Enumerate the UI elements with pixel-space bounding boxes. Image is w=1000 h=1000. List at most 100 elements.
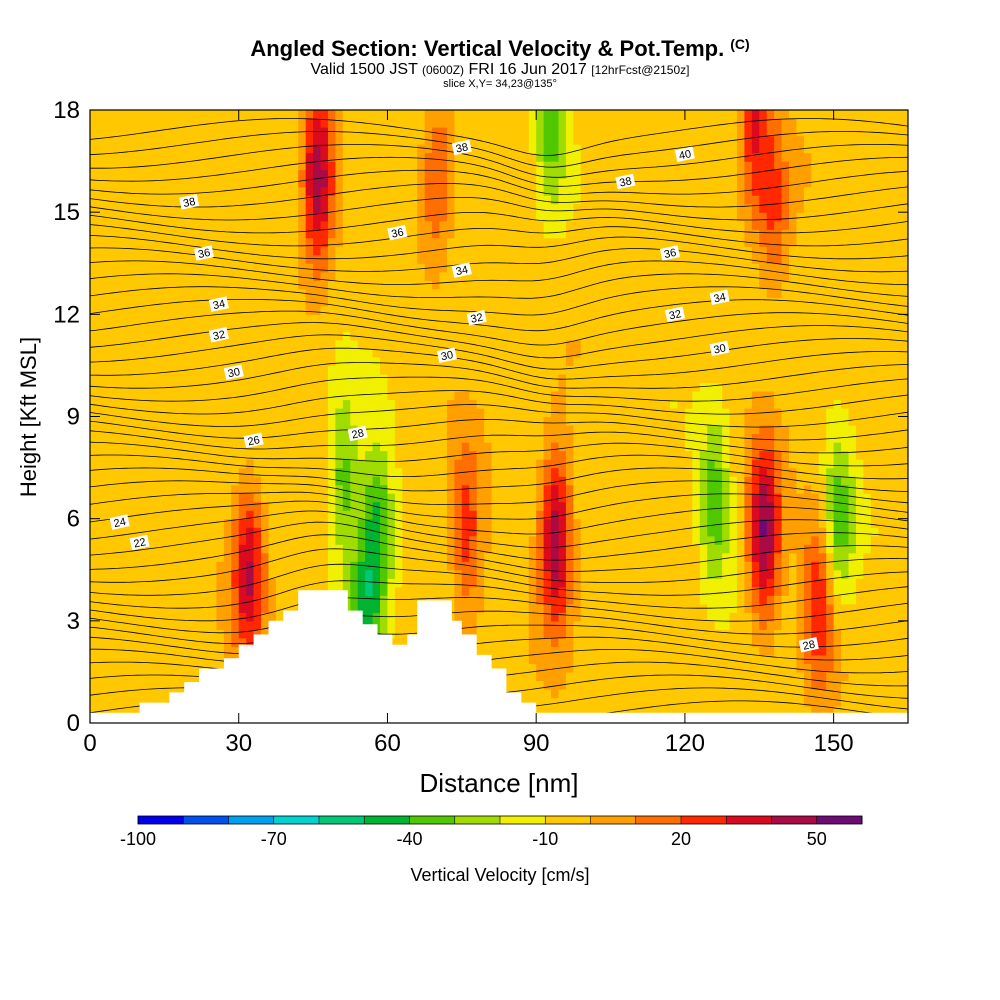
- field-cell: [558, 144, 567, 154]
- field-cell: [320, 110, 329, 120]
- field-cell: [536, 442, 545, 452]
- field-cell: [506, 348, 515, 358]
- field-cell: [580, 501, 589, 511]
- field-cell: [268, 237, 277, 247]
- field-cell: [216, 603, 225, 613]
- field-cell: [402, 373, 411, 384]
- field-cell: [134, 578, 143, 588]
- field-cell: [104, 416, 113, 426]
- field-cell: [484, 365, 493, 375]
- field-cell: [313, 161, 322, 171]
- field-cell: [283, 135, 292, 145]
- field-cell: [476, 161, 485, 171]
- field-cell: [186, 152, 195, 162]
- field-cell: [536, 476, 545, 486]
- field-cell: [409, 314, 418, 324]
- field-cell: [499, 467, 508, 477]
- field-cell: [253, 152, 262, 162]
- field-cell: [90, 373, 99, 384]
- field-cell: [298, 382, 307, 392]
- field-cell: [588, 442, 597, 452]
- field-cell: [439, 544, 448, 554]
- field-cell: [283, 246, 292, 256]
- field-cell: [513, 467, 522, 477]
- field-cell: [365, 510, 374, 520]
- field-cell: [484, 229, 493, 239]
- field-cell: [357, 186, 366, 196]
- field-cell: [595, 510, 604, 520]
- field-cell: [186, 382, 195, 392]
- field-cell: [521, 518, 530, 528]
- field-cell: [558, 195, 567, 205]
- field-cell: [432, 425, 441, 435]
- field-cell: [327, 510, 336, 520]
- field-cell: [454, 459, 463, 469]
- field-cell: [298, 212, 307, 222]
- field-cell: [104, 263, 113, 273]
- field-cell: [104, 442, 113, 452]
- field-cell: [380, 212, 389, 222]
- field-cell: [127, 229, 136, 239]
- field-cell: [551, 229, 560, 239]
- field-cell: [387, 246, 396, 256]
- field-cell: [357, 348, 366, 358]
- field-cell: [543, 152, 552, 162]
- field-cell: [372, 416, 381, 426]
- field-cell: [565, 254, 574, 264]
- field-cell: [156, 297, 165, 307]
- field-cell: [380, 178, 389, 188]
- field-cell: [216, 552, 225, 562]
- field-cell: [142, 195, 151, 205]
- field-cell: [446, 110, 455, 120]
- field-cell: [327, 118, 336, 128]
- field-cell: [387, 348, 396, 358]
- field-cell: [476, 518, 485, 528]
- field-cell: [558, 654, 567, 664]
- field-cell: [565, 450, 574, 460]
- field-cell: [246, 459, 255, 469]
- field-cell: [551, 467, 560, 477]
- field-cell: [573, 654, 582, 664]
- field-cell: [446, 280, 455, 290]
- field-cell: [528, 110, 537, 120]
- field-cell: [104, 144, 113, 154]
- field-cell: [536, 586, 545, 596]
- field-cell: [90, 680, 99, 690]
- field-cell: [134, 229, 143, 239]
- field-cell: [543, 229, 552, 239]
- field-cell: [90, 246, 99, 256]
- field-cell: [179, 578, 188, 588]
- field-cell: [90, 705, 99, 716]
- field-cell: [513, 561, 522, 571]
- field-cell: [491, 646, 500, 656]
- field-cell: [97, 229, 106, 239]
- field-cell: [491, 144, 500, 154]
- field-cell: [558, 552, 567, 562]
- field-cell: [90, 586, 99, 596]
- field-cell: [380, 297, 389, 307]
- field-cell: [142, 467, 151, 477]
- field-cell: [469, 229, 478, 239]
- field-cell: [543, 144, 552, 154]
- field-cell: [417, 263, 426, 273]
- field-cell: [223, 442, 232, 452]
- field-cell: [119, 178, 128, 188]
- field-cell: [580, 195, 589, 205]
- field-cell: [216, 356, 225, 367]
- field-cell: [558, 152, 567, 162]
- field-cell: [558, 178, 567, 188]
- field-cell: [372, 305, 381, 315]
- field-cell: [580, 212, 589, 222]
- field-cell: [186, 331, 195, 341]
- field-cell: [90, 416, 99, 426]
- field-cell: [320, 288, 329, 298]
- field-cell: [298, 348, 307, 358]
- field-cell: [134, 688, 143, 699]
- field-cell: [409, 603, 418, 613]
- field-cell: [424, 493, 433, 503]
- field-cell: [357, 169, 366, 179]
- field-cell: [580, 637, 589, 647]
- field-cell: [283, 476, 292, 486]
- field-cell: [499, 314, 508, 324]
- field-cell: [171, 322, 180, 332]
